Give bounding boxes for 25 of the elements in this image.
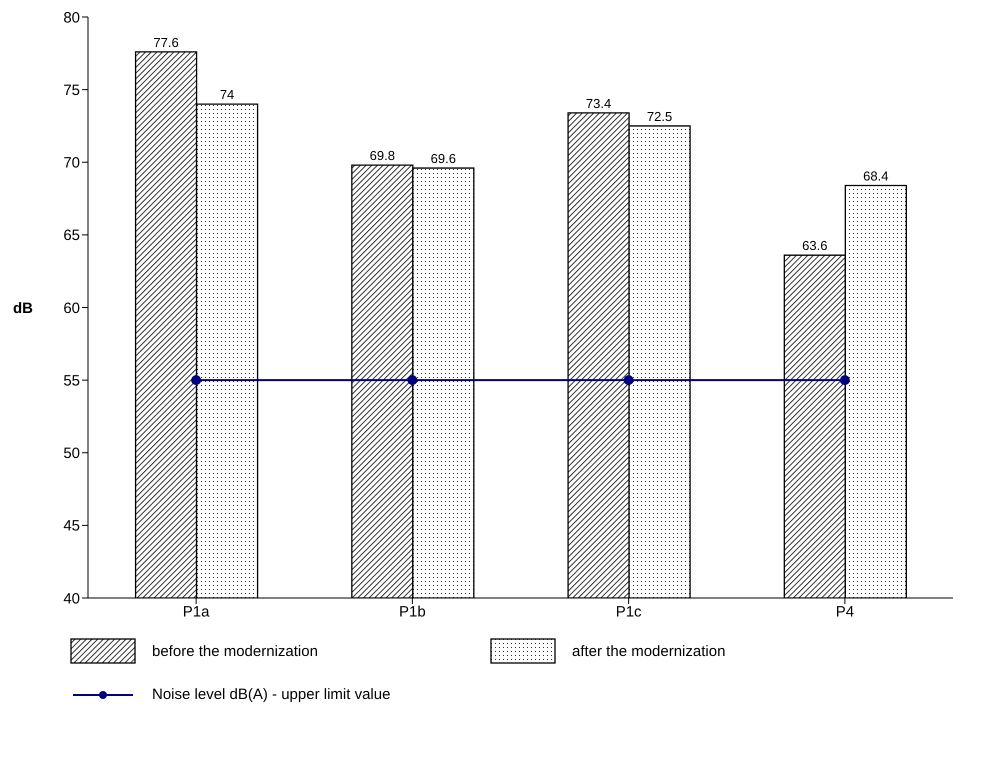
legend-label: Noise level dB(A) - upper limit value: [152, 686, 390, 703]
y-tick-label: 40: [63, 590, 80, 608]
data-label: 68.4: [863, 168, 888, 184]
x-tick-label: P1b: [399, 604, 426, 621]
y-tick-label: 50: [63, 445, 80, 462]
y-axis-title: dB: [13, 300, 34, 317]
x-tick-label: P4: [836, 604, 854, 621]
data-label: 69.8: [370, 148, 395, 164]
x-tick-label: P1c: [616, 604, 642, 621]
data-label: 77.6: [153, 34, 179, 50]
legend-label: after the modernization: [572, 642, 726, 660]
y-tick-label: 45: [63, 518, 80, 535]
data-label: 63.6: [802, 238, 828, 254]
x-tick-label: P1a: [182, 604, 210, 621]
legend-label: before the modernization: [152, 642, 318, 660]
y-tick-label: 55: [63, 372, 80, 390]
data-label: 72.5: [646, 108, 672, 124]
data-label: 73.4: [586, 96, 612, 111]
data-label: 74: [220, 87, 234, 102]
y-tick-label: 80: [63, 9, 80, 26]
y-tick-label: 60: [63, 300, 80, 317]
y-tick-label: 65: [63, 227, 80, 244]
data-label: 69.6: [430, 151, 456, 166]
y-tick-label: 70: [63, 154, 80, 172]
y-tick-label: 75: [63, 82, 80, 99]
